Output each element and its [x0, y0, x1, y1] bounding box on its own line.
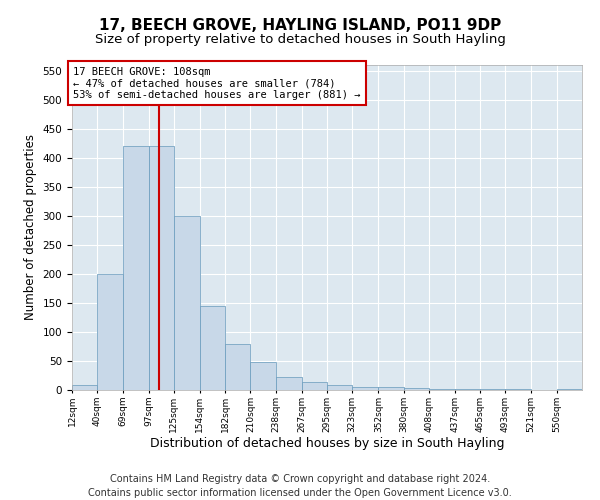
Bar [275, 377, 302, 390]
Bar [225, 344, 250, 390]
Bar [302, 382, 327, 390]
Bar [200, 306, 225, 390]
Y-axis label: Number of detached properties: Number of detached properties [24, 134, 37, 320]
Text: Size of property relative to detached houses in South Hayling: Size of property relative to detached ho… [95, 32, 505, 46]
Bar [72, 386, 97, 390]
Bar [557, 389, 582, 390]
Bar [250, 362, 275, 390]
Bar [174, 216, 200, 390]
Text: 17 BEECH GROVE: 108sqm
← 47% of detached houses are smaller (784)
53% of semi-de: 17 BEECH GROVE: 108sqm ← 47% of detached… [73, 66, 361, 100]
Bar [124, 146, 149, 390]
Bar [97, 274, 124, 390]
Bar [149, 146, 174, 390]
Bar [379, 387, 404, 390]
Text: Contains HM Land Registry data © Crown copyright and database right 2024.
Contai: Contains HM Land Registry data © Crown c… [88, 474, 512, 498]
Text: 17, BEECH GROVE, HAYLING ISLAND, PO11 9DP: 17, BEECH GROVE, HAYLING ISLAND, PO11 9D… [99, 18, 501, 32]
Bar [327, 386, 352, 390]
Bar [429, 389, 455, 390]
X-axis label: Distribution of detached houses by size in South Hayling: Distribution of detached houses by size … [150, 438, 504, 450]
Bar [352, 386, 379, 390]
Bar [404, 388, 429, 390]
